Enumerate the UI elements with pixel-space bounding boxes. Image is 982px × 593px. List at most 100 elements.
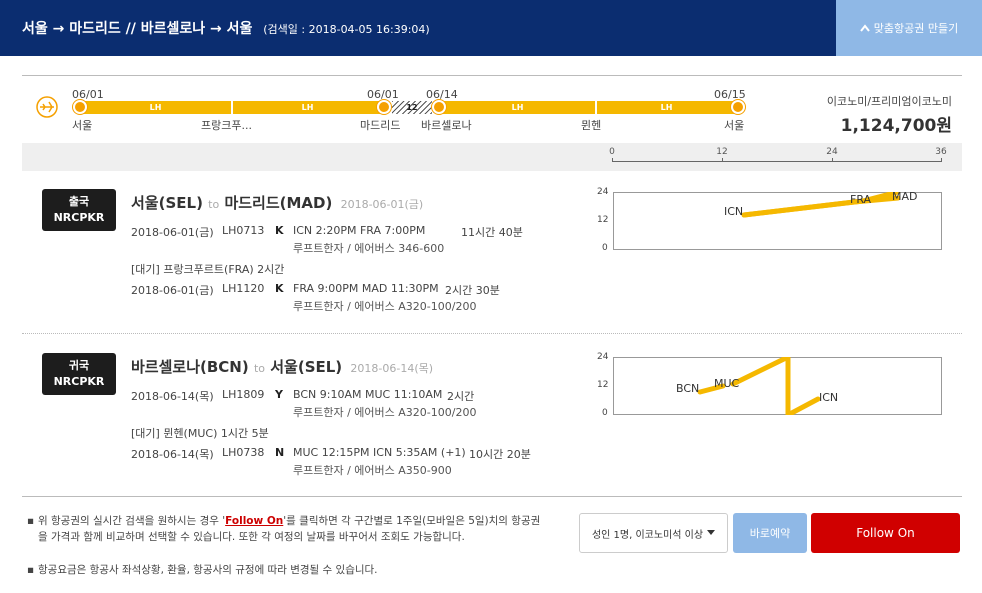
- flight-duration: 2시간 30분: [445, 284, 500, 297]
- flight-route: MUC 12:15PM ICN 5:35AM (+1): [293, 446, 466, 459]
- leg-title: 서울(SEL) to 마드리드(MAD) 2018-06-01(금): [131, 192, 423, 213]
- timeline-date: 06/01: [72, 88, 104, 101]
- badge-code: NRCPKR: [53, 375, 105, 388]
- note-text: 항공요금은 항공사 좌석상황, 환율, 항공사의 규정에 따라 변경될 수 있습…: [38, 564, 378, 576]
- plane-icon: [36, 96, 58, 118]
- outbound-time-chart: [613, 192, 942, 250]
- timeline-city: 뮌헨: [581, 119, 602, 132]
- return-segment: [730, 357, 821, 415]
- mini-y-tick: 12: [597, 380, 609, 390]
- flight-route: FRA 9:00PM MAD 11:30PM: [293, 282, 439, 295]
- booking-class: N: [275, 446, 285, 459]
- flight-duration: 2시간: [447, 390, 475, 403]
- badge-type: 귀국: [68, 359, 90, 372]
- airport-label: MAD: [892, 190, 918, 203]
- flight-number: LH0738: [222, 446, 265, 459]
- flight-duration: 10시간 20분: [469, 448, 531, 461]
- booking-class: K: [275, 224, 284, 237]
- note-text: 위 항공권의 실시간 검색을 원하시는 경우 ': [38, 515, 226, 527]
- axis-tick-label: 36: [935, 147, 947, 157]
- note-text: '를 클릭하면 각 구간별로 1주일(모바일은 5일)치의 항공권을 가격과 함…: [38, 515, 541, 543]
- airport-label: MUC: [714, 377, 740, 390]
- leg-to-word: to: [208, 198, 220, 211]
- fare-note: ▪ 항공요금은 항공사 좌석상황, 환율, 항공사의 규정에 따라 변경될 수 …: [27, 562, 547, 578]
- follow-on-button[interactable]: Follow On: [811, 513, 960, 553]
- airline-aircraft: 루프트한자 / 에어버스 A350-900: [293, 464, 452, 477]
- timeline-segment[interactable]: LH: [597, 101, 736, 114]
- axis-tick-label: 0: [609, 147, 615, 157]
- return-badge: 귀국 NRCPKR: [42, 353, 116, 395]
- return-time-chart: [613, 357, 942, 415]
- leg-to: 마드리드(MAD): [224, 194, 333, 212]
- timeline-city: 서울: [724, 119, 745, 132]
- caret-down-icon: [707, 530, 716, 535]
- followon-link[interactable]: Follow On: [225, 515, 284, 527]
- return-path: [697, 357, 821, 415]
- hour-axis-band: [22, 143, 962, 171]
- followon-note: ▪ 위 항공권의 실시간 검색을 원하시는 경우 'Follow On'를 클릭…: [27, 513, 547, 545]
- axis-tick: [941, 158, 942, 162]
- airport-label: BCN: [676, 382, 700, 395]
- return-segment: [697, 383, 726, 395]
- airport-label: ICN: [724, 205, 744, 218]
- bullet-icon: ▪: [27, 515, 35, 527]
- book-now-button[interactable]: 바로예약: [733, 513, 807, 553]
- badge-code: NRCPKR: [53, 211, 105, 224]
- chevron-up-icon: [859, 24, 870, 32]
- airport-label: ICN: [819, 391, 839, 404]
- route-title: 서울 → 마드리드 // 바르셀로나 → 서울 (검색일 : 2018-04-0…: [22, 18, 430, 38]
- axis-tick: [722, 158, 723, 162]
- mini-y-tick: 0: [602, 408, 608, 418]
- mini-y-tick: 0: [602, 243, 608, 253]
- mini-y-tick: 12: [597, 215, 609, 225]
- timeline-node: [73, 100, 87, 114]
- axis-tick-label: 24: [826, 147, 838, 157]
- bullet-icon: ▪: [27, 564, 35, 576]
- flight-date: 2018-06-14(목): [131, 448, 214, 461]
- flight-number: LH1809: [222, 388, 265, 401]
- mini-y-tick: 24: [597, 187, 609, 197]
- cabin-class: 이코노미/프리미엄이코노미: [826, 95, 952, 108]
- timeline-segment[interactable]: LH: [233, 101, 382, 114]
- leg-date: 2018-06-01(금): [340, 198, 424, 211]
- search-time: (검색일 : 2018-04-05 16:39:04): [263, 23, 430, 36]
- timeline-node: [731, 100, 745, 114]
- custom-ticket-label: 맞춤항공권 만들기: [873, 22, 959, 35]
- outbound-badge: 출국 NRCPKR: [42, 189, 116, 231]
- axis-tick-label: 12: [716, 147, 728, 157]
- timeline-city: 프랑크푸...: [201, 119, 252, 132]
- timeline-node: [377, 100, 391, 114]
- custom-ticket-button[interactable]: 맞춤항공권 만들기: [836, 0, 982, 56]
- timeline-date: 06/01: [367, 88, 399, 101]
- airport-label: FRA: [850, 193, 872, 206]
- timeline-segment[interactable]: LH: [440, 101, 595, 114]
- timeline-city: 서울: [72, 119, 93, 132]
- timeline-segment[interactable]: LH: [80, 101, 231, 114]
- leg-from: 바르셀로나(BCN): [131, 358, 249, 376]
- leg-divider: [22, 333, 962, 334]
- flight-duration: 11시간 40분: [461, 226, 523, 239]
- leg-date: 2018-06-14(목): [350, 362, 434, 375]
- axis-tick: [832, 158, 833, 162]
- timeline-date: 06/15: [714, 88, 746, 101]
- airline-aircraft: 루프트한자 / 에어버스 A320-100/200: [293, 300, 477, 313]
- layover-info: [대기] 뮌헨(MUC) 1시간 5분: [131, 427, 269, 440]
- leg-title: 바르셀로나(BCN) to 서울(SEL) 2018-06-14(목): [131, 356, 433, 377]
- leg-to-word: to: [253, 362, 265, 375]
- axis-line: [612, 161, 942, 162]
- itinerary-frame: [22, 75, 962, 497]
- header-bar: 서울 → 마드리드 // 바르셀로나 → 서울 (검색일 : 2018-04-0…: [0, 0, 982, 56]
- passenger-class-select[interactable]: 성인 1명, 이코노미석 이상: [579, 513, 728, 553]
- outbound-segment: [741, 192, 901, 218]
- flight-date: 2018-06-14(목): [131, 390, 214, 403]
- airline-aircraft: 루프트한자 / 에어버스 A320-100/200: [293, 406, 477, 419]
- airline-aircraft: 루프트한자 / 에어버스 346-600: [293, 242, 445, 255]
- flight-route: ICN 2:20PM FRA 7:00PM: [293, 224, 426, 237]
- outbound-path: [741, 192, 901, 218]
- layover-info: [대기] 프랑크푸르트(FRA) 2시간: [131, 263, 285, 276]
- timeline-date: 06/14: [426, 88, 458, 101]
- timeline-stay: 12: [392, 101, 432, 114]
- timeline-city: 바르셀로나: [421, 119, 472, 132]
- route-text: 서울 → 마드리드 // 바르셀로나 → 서울: [22, 21, 253, 37]
- leg-to: 서울(SEL): [270, 358, 343, 376]
